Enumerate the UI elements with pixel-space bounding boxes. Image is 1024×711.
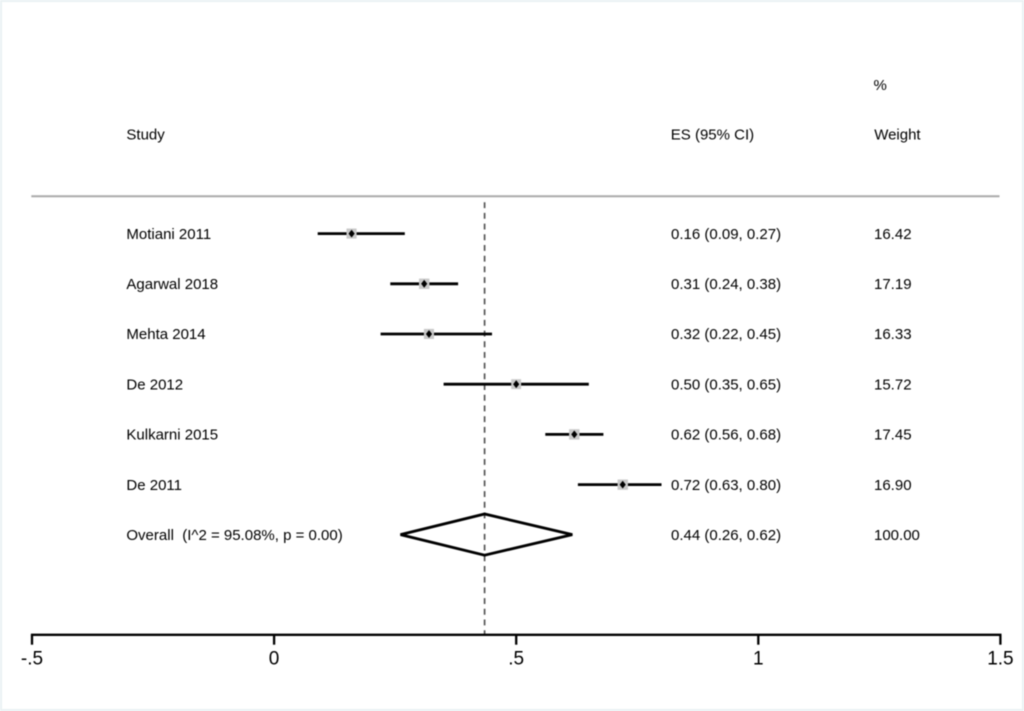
svg-text:Motiani 2011: Motiani 2011 [126,226,211,243]
svg-text:0.50 (0.35, 0.65): 0.50 (0.35, 0.65) [671,376,781,393]
svg-text:0.62 (0.56, 0.68): 0.62 (0.56, 0.68) [671,427,781,444]
svg-text:ES (95% CI): ES (95% CI) [671,127,754,144]
svg-text:1.5: 1.5 [987,649,1013,670]
svg-text:0.32 (0.22, 0.45): 0.32 (0.22, 0.45) [671,326,781,343]
svg-text:0.44 (0.26, 0.62): 0.44 (0.26, 0.62) [671,527,781,544]
svg-text:-.5: -.5 [21,649,43,670]
svg-text:0.16 (0.09, 0.27): 0.16 (0.09, 0.27) [671,226,781,243]
svg-text:0.72 (0.63, 0.80): 0.72 (0.63, 0.80) [671,477,781,494]
svg-text:Study: Study [126,127,165,144]
svg-text:16.90: 16.90 [874,477,912,494]
svg-text:%: % [874,77,887,94]
svg-text:Kulkarni 2015: Kulkarni 2015 [126,427,218,444]
svg-text:17.19: 17.19 [874,276,912,293]
svg-text:Weight: Weight [874,127,921,144]
svg-text:1: 1 [753,649,764,670]
svg-text:100.00: 100.00 [874,527,920,544]
svg-text:16.42: 16.42 [874,226,912,243]
svg-text:17.45: 17.45 [874,427,912,444]
svg-text:0.31 (0.24, 0.38): 0.31 (0.24, 0.38) [671,276,781,293]
svg-text:.5: .5 [508,649,524,670]
svg-text:16.33: 16.33 [874,326,912,343]
svg-text:Agarwal 2018: Agarwal 2018 [126,276,218,293]
svg-text:Overall (I^2 = 95.08%, p = 0.: Overall (I^2 = 95.08%, p = 0.00) [126,527,342,544]
svg-text:De 2012: De 2012 [126,376,183,393]
svg-text:De 2011: De 2011 [126,477,182,494]
svg-text:0: 0 [269,649,280,670]
svg-text:15.72: 15.72 [874,376,912,393]
svg-text:Mehta 2014: Mehta 2014 [126,326,205,343]
